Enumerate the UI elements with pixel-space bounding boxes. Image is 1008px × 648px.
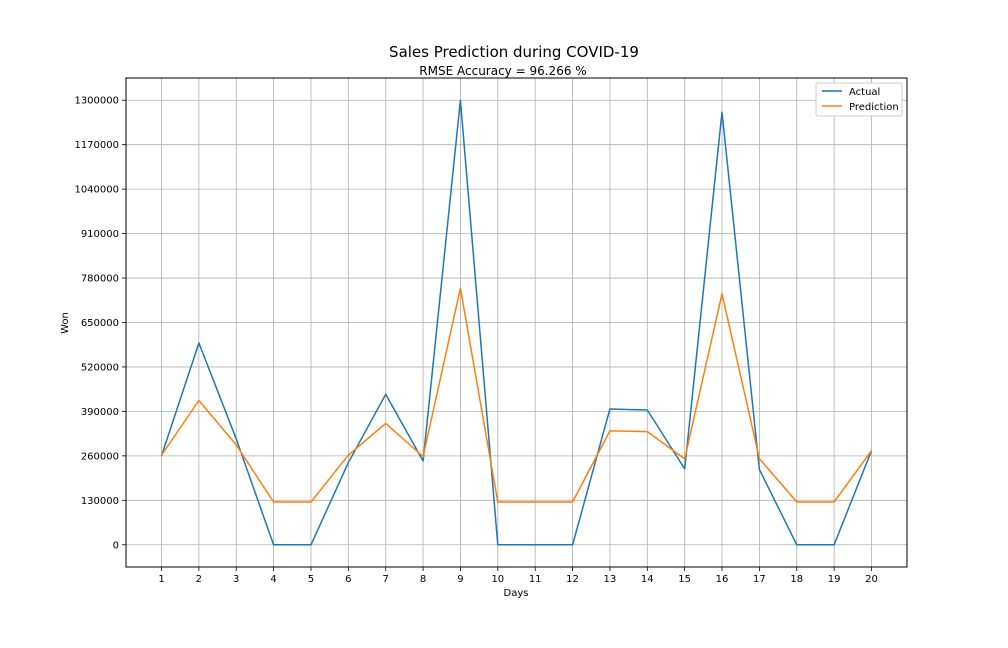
series-line-actual: [160, 99, 873, 546]
x-tick-label: 9: [457, 574, 463, 585]
x-ticks: 1 2 3 4 5 6 7 8 9 10 11 12 13 14 15 16 17 18 19 20: [158, 567, 878, 585]
series-layer: [160, 99, 873, 546]
legend-label-actual: Actual: [849, 87, 880, 98]
chart-title: Sales Prediction during COVID-19: [389, 43, 639, 61]
y-tick-label: 390000: [81, 407, 119, 418]
x-tick-label: 12: [566, 574, 579, 585]
x-tick-label: 15: [678, 574, 691, 585]
y-tick-label: 0: [113, 540, 119, 551]
x-tick-label: 19: [828, 574, 841, 585]
x-tick-label: 3: [233, 574, 239, 585]
x-tick-label: 20: [865, 574, 878, 585]
x-tick-label: 18: [790, 574, 803, 585]
x-tick-label: 6: [345, 574, 351, 585]
y-axis-label: Won: [60, 312, 71, 334]
legend-label-prediction: Prediction: [849, 102, 899, 113]
x-tick-label: 2: [196, 574, 202, 585]
x-tick-label: 14: [641, 574, 654, 585]
y-ticks: 0 130000 260000 390000 520000 650000 780000 910…: [74, 96, 126, 551]
y-tick-label: 1170000: [74, 140, 119, 151]
series-line-prediction: [160, 287, 873, 503]
y-tick-label: 520000: [81, 362, 119, 373]
x-tick-label: 16: [716, 574, 729, 585]
x-tick-label: 17: [753, 574, 766, 585]
grid: [126, 78, 907, 567]
x-tick-label: 10: [491, 574, 504, 585]
y-tick-label: 260000: [81, 451, 119, 462]
chart-subtitle: RMSE Accuracy = 96.266 %: [419, 64, 586, 78]
x-tick-label: 8: [420, 574, 426, 585]
x-tick-label: 11: [529, 574, 542, 585]
y-tick-label: 780000: [81, 274, 119, 285]
y-tick-label: 1300000: [74, 96, 119, 107]
x-tick-label: 7: [383, 574, 389, 585]
y-tick-label: 650000: [81, 318, 119, 329]
y-tick-label: 910000: [81, 229, 119, 240]
x-tick-label: 1: [158, 574, 164, 585]
x-tick-label: 13: [604, 574, 617, 585]
x-tick-label: 4: [270, 574, 276, 585]
y-tick-label: 130000: [81, 496, 119, 507]
x-axis-label: Days: [504, 588, 529, 599]
legend: Actual Prediction: [815, 82, 903, 117]
x-tick-label: 5: [308, 574, 314, 585]
y-tick-label: 1040000: [74, 185, 119, 196]
